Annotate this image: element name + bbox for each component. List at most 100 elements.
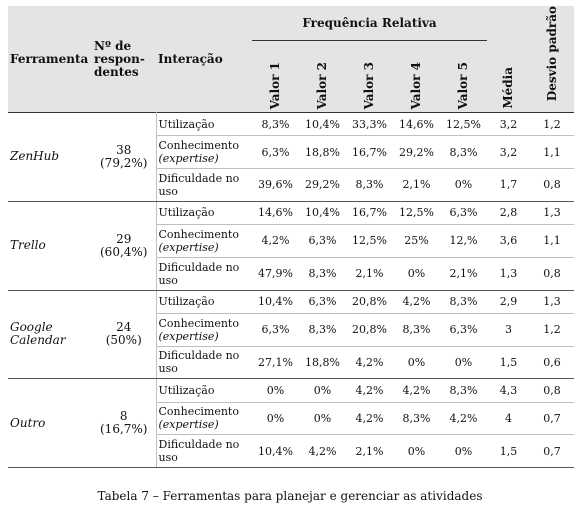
table-row: Dificuldade no uso 39,6% 29,2% 8,3% 2,1% 0% 1,… bbox=[8, 168, 574, 202]
respondent-count: 29 (60,4%) bbox=[92, 201, 156, 291]
table-cell: 12,5% bbox=[346, 224, 393, 258]
interaction-label: Dificuldade no uso bbox=[155, 168, 252, 202]
tool-name: Trello bbox=[8, 201, 92, 291]
table-cell: 8,3% bbox=[393, 402, 440, 436]
tool-group: Outro 8 (16,7%) Utilização 0% 0% 4,2% 4,2% 8,3% 4… bbox=[8, 378, 574, 468]
respondent-percent: (50%) bbox=[105, 333, 142, 348]
tool-group: Trello 29 (60,4%) Utilização 14,6% 10,4% 16,7%… bbox=[8, 201, 574, 291]
table-cell: 0,6 bbox=[530, 346, 574, 380]
table-row: Conhecimento (expertise) 0% 0% 4,2% 8,3% 4,2% 4… bbox=[8, 402, 574, 436]
table-cell: 1,3 bbox=[487, 257, 530, 291]
table-cell: 2,1% bbox=[393, 168, 440, 202]
interaction-expertise: (expertise) bbox=[158, 240, 219, 254]
table-cell: 18,8% bbox=[299, 346, 346, 380]
table-cell: 20,8% bbox=[346, 313, 393, 347]
table-cell: 0,8 bbox=[530, 257, 574, 291]
interaction-label: Utilização bbox=[155, 112, 252, 137]
header-valor-5: Valor 5 bbox=[440, 40, 487, 113]
header-frequencia: Frequência Relativa bbox=[252, 6, 487, 41]
table-cell: 6,3% bbox=[299, 224, 346, 258]
table-cell: 1,3 bbox=[530, 201, 574, 226]
table-cell: 3 bbox=[487, 313, 530, 347]
table-cell: 2,1% bbox=[346, 257, 393, 291]
table-cell: 6,3% bbox=[252, 313, 299, 347]
interaction-text: Conhecimento bbox=[158, 316, 239, 330]
table-cell: 0% bbox=[393, 434, 440, 468]
table-cell: 18,8% bbox=[299, 135, 346, 170]
table-row: Outro 8 (16,7%) Utilização 0% 0% 4,2% 4,2% 8,3% 4… bbox=[8, 378, 574, 468]
table-cell: 8,3% bbox=[440, 135, 487, 170]
table-cell: 4,2% bbox=[346, 402, 393, 436]
table-cell: 29,2% bbox=[393, 135, 440, 170]
table-header: Ferramenta Nº de respon-dentes Interação… bbox=[8, 6, 574, 113]
table-cell: 39,6% bbox=[252, 168, 299, 202]
table-cell: 29,2% bbox=[299, 168, 346, 202]
table-cell: 8,3% bbox=[299, 313, 346, 347]
table-cell: 0,7 bbox=[530, 434, 574, 468]
table-cell: 8,3% bbox=[440, 290, 487, 314]
respondent-number: 8 bbox=[119, 409, 128, 424]
header-media: Média bbox=[487, 6, 530, 113]
table-row: Dificuldade no uso 47,9% 8,3% 2,1% 0% 2,1% 1,3… bbox=[8, 257, 574, 291]
table-cell: 1,5 bbox=[487, 346, 530, 380]
table-cell: 4,2% bbox=[299, 434, 346, 468]
interaction-label: Utilização bbox=[155, 290, 252, 314]
table-caption: Tabela 7 – Ferramentas para planejar e g… bbox=[97, 489, 483, 503]
table-cell: 6,3% bbox=[252, 135, 299, 170]
table-row: Trello 29 (60,4%) Utilização 14,6% 10,4% 16,7%… bbox=[8, 201, 574, 291]
interaction-label: Conhecimento (expertise) bbox=[155, 224, 252, 258]
table-cell: 8,3% bbox=[252, 112, 299, 137]
table-cell: 1,1 bbox=[530, 224, 574, 258]
table-cell: 12,% bbox=[440, 224, 487, 258]
table-cell: 4 bbox=[487, 402, 530, 436]
interaction-label: Conhecimento (expertise) bbox=[155, 135, 252, 170]
table-cell: 47,9% bbox=[252, 257, 299, 291]
respondent-percent: (60,4%) bbox=[100, 244, 148, 259]
table-cell: 8,3% bbox=[393, 313, 440, 347]
header-desvio: Desvio padrão bbox=[530, 6, 574, 113]
table-cell: 0% bbox=[393, 257, 440, 291]
respondent-count: 24 (50%) bbox=[92, 290, 156, 380]
table-cell: 1,2 bbox=[530, 313, 574, 347]
interaction-expertise: (expertise) bbox=[158, 418, 219, 432]
table-row: Dificuldade no uso 10,4% 4,2% 2,1% 0% 0% 1,5 0,… bbox=[8, 434, 574, 468]
table-cell: 14,6% bbox=[252, 201, 299, 226]
table-cell: 3,2 bbox=[487, 135, 530, 170]
table-cell: 0,8 bbox=[530, 168, 574, 202]
tool-name: ZenHub bbox=[8, 112, 92, 202]
interaction-label: Dificuldade no uso bbox=[155, 257, 252, 291]
table-cell: 3,2 bbox=[487, 112, 530, 137]
table-cell: 2,9 bbox=[487, 290, 530, 314]
interaction-text: Conhecimento bbox=[158, 227, 239, 241]
table-cell: 14,6% bbox=[393, 112, 440, 137]
interaction-expertise: (expertise) bbox=[158, 329, 219, 343]
interaction-label: Conhecimento (expertise) bbox=[155, 402, 252, 436]
table-cell: 4,2% bbox=[252, 224, 299, 258]
header-valor-3: Valor 3 bbox=[346, 40, 393, 113]
interaction-text: Conhecimento bbox=[158, 405, 239, 419]
table-cell: 1,5 bbox=[487, 434, 530, 468]
table-row: Conhecimento (expertise) 6,3% 8,3% 20,8% 8,3%… bbox=[8, 313, 574, 347]
table-cell: 0,7 bbox=[530, 402, 574, 436]
header-valor-1: Valor 1 bbox=[252, 40, 299, 113]
interaction-label: Utilização bbox=[155, 201, 252, 226]
table-row: Dificuldade no uso 27,1% 18,8% 4,2% 0% 0% 1,5 0… bbox=[8, 346, 574, 380]
table-cell: 0% bbox=[440, 346, 487, 380]
table-cell: 0% bbox=[393, 346, 440, 380]
table-cell: 1,3 bbox=[530, 290, 574, 314]
table-cell: 16,7% bbox=[346, 135, 393, 170]
interaction-label: Dificuldade no uso bbox=[155, 434, 252, 468]
table-cell: 20,8% bbox=[346, 290, 393, 314]
table-cell: 6,3% bbox=[440, 201, 487, 226]
table-cell: 10,4% bbox=[252, 434, 299, 468]
header-ferramenta: Ferramenta bbox=[8, 6, 92, 113]
table-cell: 1,1 bbox=[530, 135, 574, 170]
interaction-text: Conhecimento bbox=[158, 139, 239, 153]
table-cell: 4,2% bbox=[346, 378, 393, 403]
table-cell: 10,4% bbox=[299, 112, 346, 137]
header-respondentes: Nº de respon-dentes bbox=[92, 6, 156, 113]
table-cell: 16,7% bbox=[346, 201, 393, 226]
table-cell: 25% bbox=[393, 224, 440, 258]
respondent-percent: (79,2%) bbox=[100, 155, 148, 170]
table-row: ZenHub 38 (79,2%) Utilização 8,3% 10,4% 33,3% 1… bbox=[8, 112, 574, 202]
